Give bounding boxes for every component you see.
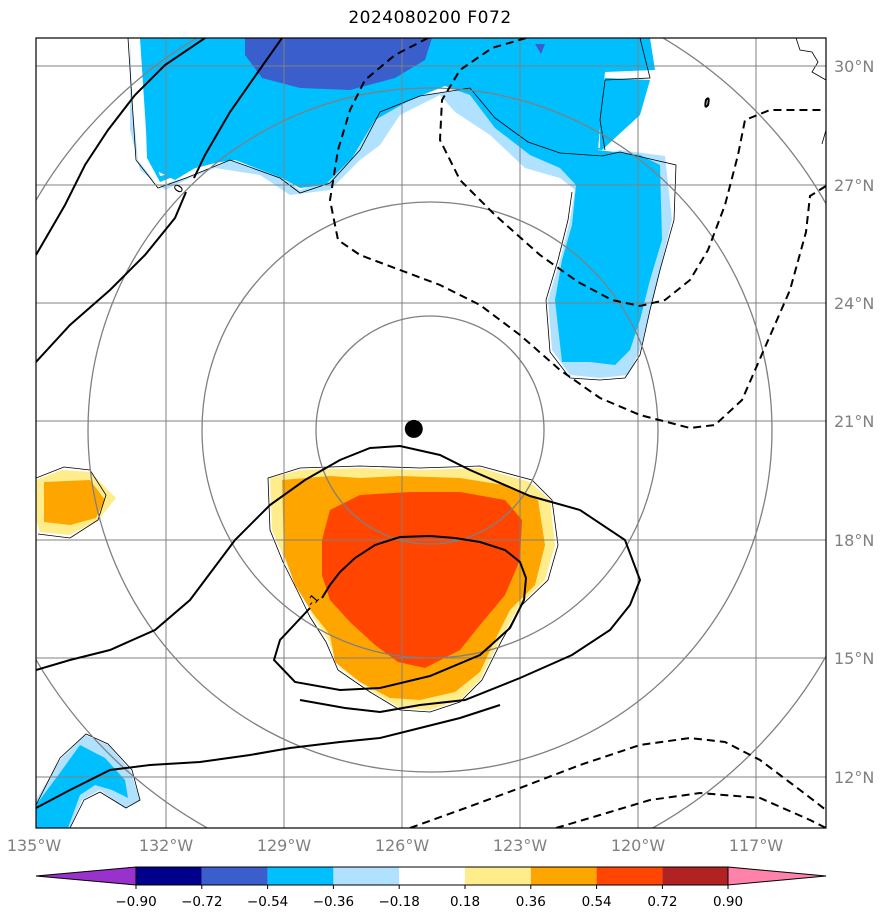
colorbar-bin-1: [136, 867, 202, 885]
colorbar-bin-7: [530, 867, 597, 885]
contour-solid-south: [36, 704, 501, 809]
lon-label-135w: 135°W: [7, 836, 62, 855]
lon-label-132w: 132°W: [139, 836, 194, 855]
lat-label-27n: 27°N: [834, 176, 874, 195]
map-frame: [35, 37, 827, 829]
coastline-e: [821, 129, 826, 145]
colorbar-label-9: 0.72: [647, 894, 677, 910]
colorbar-bin-5: [399, 867, 465, 885]
storm-center-marker: [404, 419, 423, 438]
colorbar-ticks: [135, 885, 729, 889]
colorbar-bin-4: [333, 867, 400, 885]
range-ring-layer: [36, 38, 826, 828]
contour-solid-large: [36, 444, 642, 714]
lat-label-30n: 30°N: [834, 57, 874, 76]
colorbar-bin-9: [662, 867, 729, 885]
contour-solid-nw: [36, 38, 206, 256]
colorbar-label-5: −0.18: [379, 894, 420, 910]
colorbar-extend-high: [727, 866, 827, 886]
range-ring-3: [87, 87, 773, 773]
colorbar-label-6: 0.18: [450, 894, 480, 910]
shading-outline-layer: [36, 38, 826, 828]
colorbar-extend-low: [35, 866, 137, 886]
colorbar: −0.90 −0.72 −0.54 −0.36 −0.18 0.18 0.36 …: [35, 866, 827, 910]
positive-anomaly-west-orange: [44, 480, 105, 525]
lat-label-21n: 21°N: [834, 412, 874, 431]
contour-dashed-center: [328, 38, 826, 430]
lat-label-24n: 24°N: [834, 294, 874, 313]
shading-outline-nw: [127, 38, 677, 381]
contour-small-ellipse: [704, 97, 710, 108]
colorbar-frame: [135, 866, 729, 886]
lat-label-18n: 18°N: [834, 531, 874, 550]
lon-label-120w: 120°W: [611, 836, 666, 855]
negative-anomaly-mid-sw: [36, 745, 128, 828]
shading-outline-west: [36, 466, 107, 539]
coastline-ne: [795, 38, 826, 81]
contour-minus-one: [272, 534, 528, 692]
contour-dashed-se: [409, 736, 826, 828]
range-ring-1: [315, 315, 545, 545]
contour-dashed-se-inner: [555, 791, 826, 828]
colorbar-bin-8: [596, 867, 663, 885]
colorbar-label-3: −0.54: [247, 894, 288, 910]
colorbar-label-10: 0.90: [713, 894, 743, 910]
shading-outline-sw: [36, 733, 141, 828]
colorbar-label-2: −0.72: [181, 894, 222, 910]
colorbar-label-8: 0.54: [582, 894, 612, 910]
contour-dashed-ne: [438, 38, 826, 308]
colorbar-label-1: −0.90: [115, 894, 156, 910]
lon-label-126w: 126°W: [375, 836, 430, 855]
contour-zero: [36, 38, 283, 363]
lat-label-15n: 15°N: [834, 649, 874, 668]
colorbar-label-7: 0.36: [516, 894, 546, 910]
shading-outline-main: [267, 465, 559, 713]
lon-label-129w: 129°W: [257, 836, 312, 855]
colorbar-bin-3: [267, 867, 334, 885]
colorbar-label-4: −0.36: [313, 894, 354, 910]
lat-label-12n: 12°N: [834, 768, 874, 787]
range-ring-2: [201, 201, 659, 659]
negative-anomaly-strong: [245, 38, 432, 90]
negative-anomaly-strong-dot: [535, 44, 545, 54]
colorbar-bin-6: [465, 867, 531, 885]
lon-label-117w: 117°W: [729, 836, 784, 855]
shading-outline-ne: [599, 38, 651, 151]
lon-label-123w: 123°W: [493, 836, 548, 855]
colorbar-bin-2: [201, 867, 268, 885]
gridline-layer: [36, 38, 826, 828]
map-title: 2024080200 F072: [348, 8, 512, 28]
negative-anomaly-mid-main: [140, 38, 662, 365]
contour-layer: [36, 38, 826, 828]
